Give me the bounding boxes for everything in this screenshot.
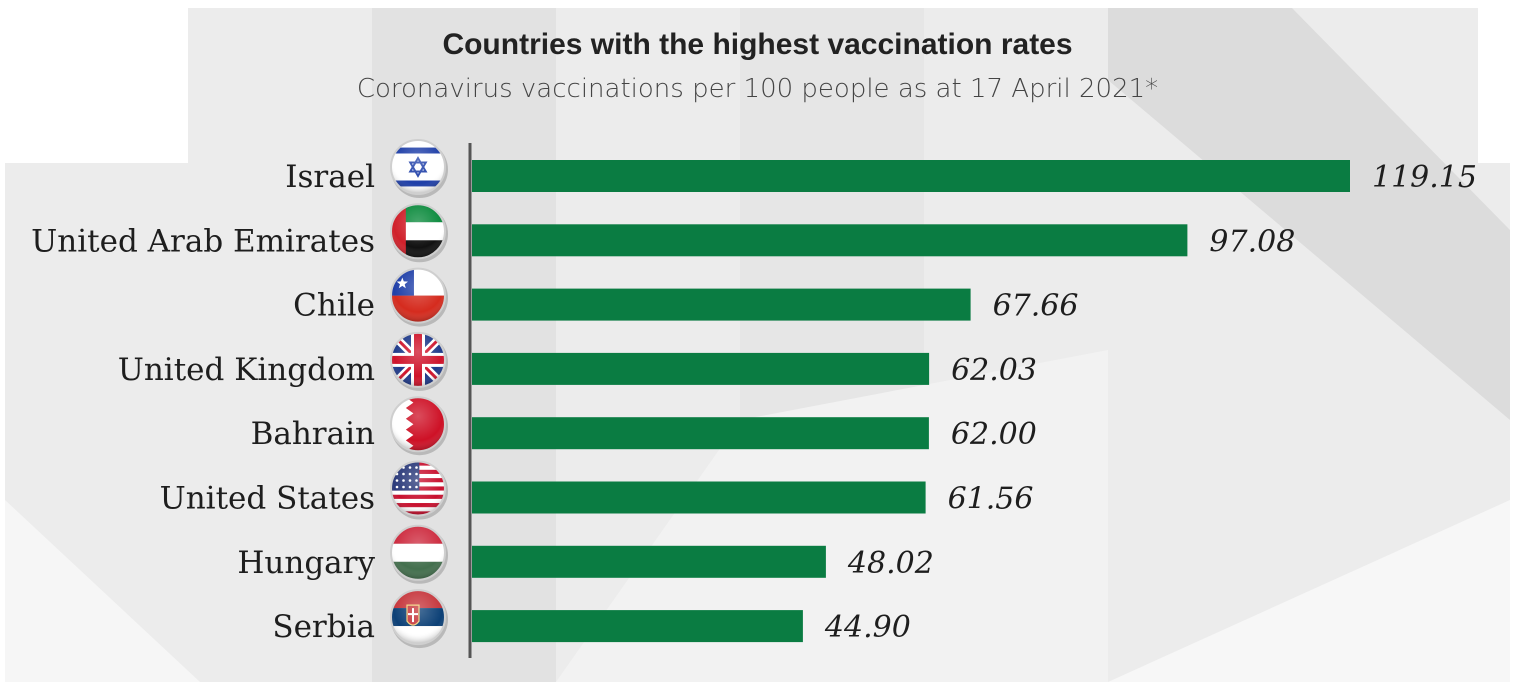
bar-serbia (472, 610, 803, 643)
israel-flag-icon (390, 139, 448, 198)
category-label: United Kingdom (118, 352, 375, 388)
value-label: 119.15 (1372, 160, 1477, 195)
bar-united-kingdom (472, 352, 930, 385)
value-label: 97.08 (1209, 224, 1295, 259)
category-label: Serbia (272, 609, 375, 645)
category-label: United States (160, 481, 375, 517)
bar-united-arab-emirates (472, 224, 1188, 257)
bar-bahrain (472, 417, 929, 450)
usa-flag-icon (390, 460, 448, 520)
value-label: 44.90 (824, 610, 911, 645)
uk-flag-icon (390, 331, 448, 391)
value-label: 48.02 (847, 546, 934, 581)
value-label: 62.00 (951, 417, 1037, 452)
value-label: 61.56 (948, 482, 1034, 517)
value-label: 67.66 (993, 289, 1079, 324)
category-label: Israel (285, 159, 375, 195)
chart-title: Countries with the highest vaccination r… (442, 28, 1073, 61)
value-label: 62.03 (951, 353, 1037, 388)
bar-united-states (472, 481, 926, 514)
category-label: Hungary (237, 545, 375, 581)
hungary-flag-icon (390, 524, 448, 584)
chile-flag-icon (390, 267, 448, 327)
bar-israel (472, 160, 1350, 192)
chart-subtitle: Coronavirus vaccinations per 100 people … (356, 74, 1159, 104)
category-label: Bahrain (251, 416, 375, 452)
bar-chile (472, 288, 971, 321)
category-label: Chile (293, 288, 375, 324)
bahrain-flag-icon (390, 396, 448, 456)
bar-hungary (472, 545, 826, 578)
serbia-flag-icon (390, 589, 448, 649)
category-label: United Arab Emirates (31, 223, 375, 259)
uae-flag-icon (390, 203, 448, 263)
